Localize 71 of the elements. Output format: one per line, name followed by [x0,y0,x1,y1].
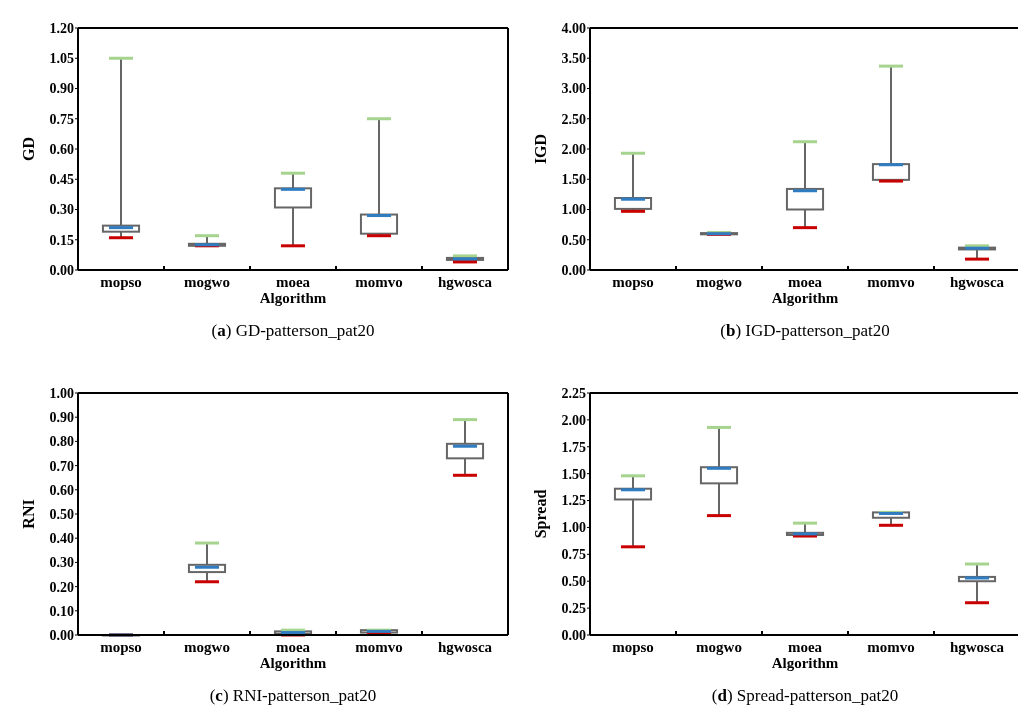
y-tick-label: 0.50 [561,574,586,590]
y-tick-label: 0.25 [561,601,586,617]
y-tick-label: 3.00 [561,81,586,97]
y-tick-label: 0.80 [49,434,74,450]
x-tick-label: hgwosca [949,274,1005,290]
y-tick-label: 1.00 [561,202,586,218]
y-tick-label: 0.50 [49,506,74,522]
x-tick-label: moea [787,639,823,655]
text: (b) IGD-patterson_pat20 [720,321,890,340]
y-axis-title: Spread [532,489,550,539]
y-tick-label: 3.50 [561,51,586,67]
x-tick-label: moea [787,274,823,290]
x-tick-label: mogwo [696,274,742,290]
y-tick-label: 4.00 [561,20,586,36]
y-tick-label: 0.90 [49,410,74,426]
y-tick-label: 0.00 [561,262,586,278]
y-tick-label: 1.75 [561,439,586,455]
x-tick-label: mogwo [184,274,230,290]
y-tick-label: 0.15 [49,232,74,248]
y-axis-title: RNI [20,499,37,529]
x-axis-title: Algorithm [259,290,327,306]
y-tick-label: 0.60 [49,141,74,157]
x-tick-label: mogwo [184,639,230,655]
y-tick-label: 0.50 [561,232,586,248]
text: (c) RNI-patterson_pat20 [209,686,377,705]
y-tick-label: 1.50 [561,172,586,188]
x-tick-label: momvo [867,639,915,655]
x-tick-label: momvo [355,274,403,290]
y-tick-label: 0.40 [49,531,74,547]
y-tick-label: 1.50 [561,466,586,482]
y-tick-label: 1.00 [561,520,586,536]
y-tick-label: 0.00 [49,262,74,278]
x-tick-label: mogwo [696,639,742,655]
x-tick-label: hgwosca [437,639,493,655]
x-axis-title: Algorithm [771,655,839,671]
y-tick-label: 1.25 [561,493,586,509]
x-tick-label: moea [275,274,311,290]
y-tick-label: 0.45 [49,172,74,188]
x-tick-label: momvo [355,639,403,655]
y-tick-label: 0.20 [49,579,74,595]
y-tick-label: 0.00 [561,627,586,643]
x-tick-label: mopso [612,274,654,290]
y-tick-label: 0.10 [49,603,74,619]
x-tick-label: mopso [100,639,142,655]
y-tick-label: 0.60 [49,482,74,498]
x-tick-label: moea [275,639,311,655]
x-tick-label: mopso [100,274,142,290]
y-tick-label: 2.50 [561,111,586,127]
y-tick-label: 0.75 [561,547,586,563]
x-tick-label: momvo [867,274,915,290]
y-tick-label: 0.30 [49,555,74,571]
x-axis-title: Algorithm [771,290,839,306]
y-axis-title: GD [20,137,37,161]
x-tick-label: hgwosca [949,639,1005,655]
y-tick-label: 1.00 [49,385,74,401]
y-tick-label: 1.20 [49,20,74,36]
y-tick-label: 0.75 [49,111,74,127]
text: (a) GD-patterson_pat20 [211,321,375,340]
y-tick-label: 0.00 [49,627,74,643]
y-tick-label: 2.00 [561,141,586,157]
x-tick-label: mopso [612,639,654,655]
y-axis-title: IGD [532,133,549,165]
x-tick-label: hgwosca [437,274,493,290]
x-axis-title: Algorithm [259,655,327,671]
text: (d) Spread-patterson_pat20 [711,686,899,705]
y-tick-label: 2.25 [561,385,586,401]
y-tick-label: 0.30 [49,202,74,218]
y-tick-label: 1.05 [49,51,74,67]
y-tick-label: 2.00 [561,412,586,428]
y-tick-label: 0.70 [49,458,74,474]
y-tick-label: 0.90 [49,81,74,97]
